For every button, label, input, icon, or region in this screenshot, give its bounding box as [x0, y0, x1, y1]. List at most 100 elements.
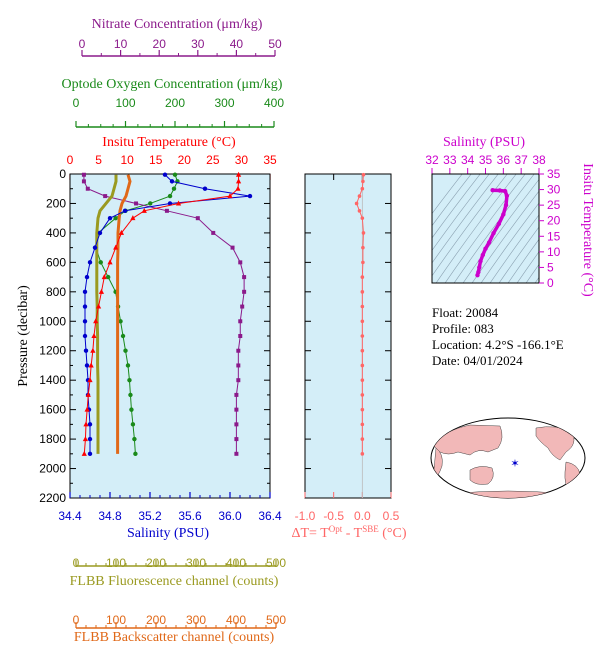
oxygen-point [167, 193, 173, 199]
delta-t-point [360, 348, 365, 353]
ts-salinity-tick-label: 36 [497, 153, 511, 167]
salinity-axis-title: Salinity (PSU) [127, 526, 209, 541]
fluorescence-tick-label: 200 [146, 556, 166, 570]
nitrate-point [81, 172, 86, 177]
density-contour [432, 174, 472, 227]
delta-t-point [360, 334, 365, 338]
nitrate-point [240, 304, 245, 309]
salinity-point [84, 363, 90, 368]
ts-profile-point [491, 230, 496, 236]
backscatter-tick-label: 0 [73, 613, 80, 627]
nitrate-point [103, 194, 108, 199]
density-contour [432, 174, 463, 215]
salinity-tick-label: 34.8 [98, 509, 122, 523]
density-contour [453, 174, 535, 283]
asia-landmass [432, 424, 503, 456]
nitrate-point [230, 245, 235, 250]
ts-profile-point [486, 240, 492, 245]
pressure-tick-label: 400 [46, 226, 66, 240]
delta-t-point [360, 290, 365, 294]
nitrate-point [234, 422, 239, 427]
oxygen-tick-label: 0 [73, 96, 80, 110]
ts-profile-point [490, 187, 495, 193]
salinity-axis: 34.4 34.8 35.2 35.6 36.0 36.4 Salinity (PSU) [58, 492, 282, 541]
delta-t-point [360, 186, 365, 191]
profile-series [81, 171, 253, 457]
salinity-tick-label: 34.4 [58, 509, 82, 523]
ts-profile-point [483, 246, 488, 251]
ts-salinity-tick-label: 32 [425, 153, 439, 167]
salinity-point [87, 436, 93, 442]
pressure-tick-label: 2000 [39, 462, 66, 476]
fluorescence-tick-label: 100 [106, 556, 126, 570]
fluorescence-tick-label: 300 [186, 556, 206, 570]
pressure-tick-label: 1600 [39, 403, 66, 417]
temperature-tick-label: 5 [95, 153, 102, 167]
pressure-tick-label: 1400 [39, 373, 66, 387]
density-contour [534, 276, 539, 283]
nitrate-point [238, 334, 243, 338]
oxygen-point [127, 377, 132, 383]
pressure-tick-label: 600 [46, 255, 66, 269]
oxygen-point [125, 363, 131, 368]
temperature-point [84, 406, 90, 412]
oxygen-point [118, 319, 123, 324]
fluorescence-axis-title: FLBB Fluorescence channel (counts) [70, 574, 279, 589]
temperature-point [83, 421, 89, 427]
nitrate-tick-label: 10 [114, 37, 128, 51]
delta-t-point [360, 393, 365, 397]
nitrate-point [81, 179, 86, 184]
nitrate-point [234, 392, 239, 397]
float-label: Float: 20084 [432, 305, 499, 320]
profile-label: Profile: 083 [432, 321, 494, 336]
nitrate-point [234, 451, 239, 456]
nitrate-tick-label: 40 [230, 37, 244, 51]
ts-temperature-tick-label: 25 [547, 198, 561, 212]
oxygen-point [113, 215, 118, 221]
ts-profile-point [504, 193, 510, 198]
australia-landmass [469, 466, 494, 485]
nitrate-point [238, 319, 243, 324]
salinity-point [247, 193, 253, 199]
temperature-tick-label: 0 [67, 153, 74, 167]
pressure-axis: 0 200 400 600 800 1000 1200 1400 1600 1800 2000 220… [39, 167, 270, 505]
nitrate-point [195, 216, 200, 221]
delta-t-plot-area [304, 173, 392, 499]
nitrate-point [242, 275, 247, 280]
salinity-point [87, 260, 93, 265]
ts-profile-point [478, 259, 483, 264]
salinity-point [92, 245, 98, 250]
salinity-tick-label: 36.0 [218, 509, 242, 523]
oxygen-point [148, 201, 153, 206]
temperature-point [107, 259, 113, 265]
delta-t-series [354, 172, 366, 498]
ts-salinity-tick-label: 33 [443, 153, 457, 167]
temperature-axis: Insitu Temperature (°C) 0 5 10 15 20 25 30 35 [67, 135, 277, 180]
nitrate-point [85, 186, 90, 191]
delta-t-axis-title: ΔT= TOpt - TSBE (°C) [292, 524, 407, 541]
nitrate-axis-title: Nitrate Concentration (μm/kg) [92, 17, 263, 32]
delta-t-point [357, 194, 362, 198]
ts-profile-point [497, 188, 502, 193]
delta-t-tick-label: -0.5 [323, 509, 344, 523]
temperature-point [227, 193, 233, 199]
temperature-point [101, 274, 107, 280]
ts-salinity-tick-label: 34 [461, 153, 475, 167]
ts-profile-point [477, 265, 482, 270]
nitrate-point [236, 363, 241, 368]
temperature-point [175, 200, 182, 206]
ts-profile-point [503, 202, 509, 208]
location-label: Location: 4.2°S -166.1°E [432, 337, 564, 352]
salinity-point [82, 333, 88, 339]
ts-profile-point [480, 252, 486, 258]
oxygen-point [105, 274, 111, 280]
temperature-tick-label: 20 [178, 153, 192, 167]
nitrate-point [211, 230, 216, 235]
delta-t-point [361, 231, 366, 235]
oxygen-point [98, 260, 103, 265]
salinity-point [87, 451, 93, 457]
oxygen-axis-title: Optode Oxygen Concentration (μm/kg) [62, 77, 283, 92]
temperature-tick-label: 15 [149, 153, 163, 167]
